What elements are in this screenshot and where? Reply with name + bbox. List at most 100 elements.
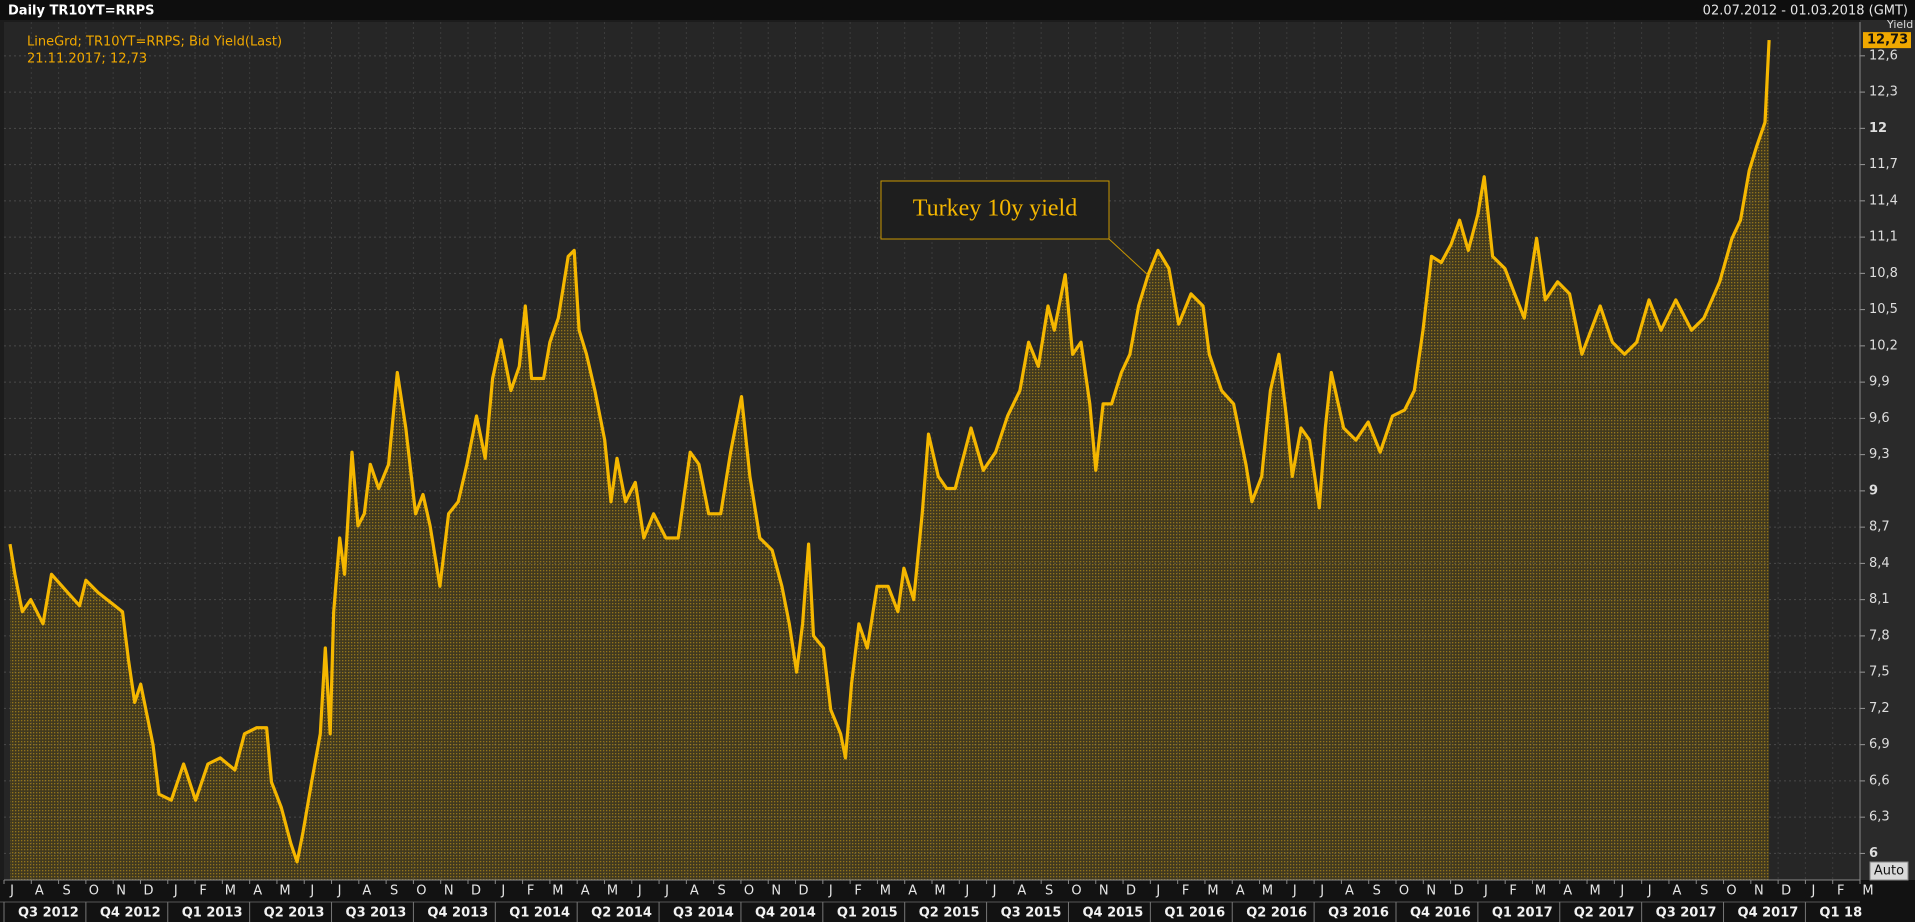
x-tick-label: M: [934, 884, 945, 899]
quarter-label: Q3 2017: [1656, 906, 1717, 921]
x-tick-label: J: [637, 884, 642, 899]
x-tick-label: A: [1345, 884, 1354, 899]
x-tick-label: A: [690, 884, 699, 899]
y-tick-label: 6,3: [1869, 810, 1890, 825]
legend-line: 21.11.2017; 12,73: [27, 52, 147, 67]
y-tick-label: 10,2: [1869, 338, 1898, 353]
x-tick-label: M: [880, 884, 891, 899]
x-tick-label: J: [1619, 884, 1624, 899]
y-tick-label: 6: [1869, 846, 1878, 861]
quarter-label: Q4 2016: [1410, 906, 1471, 921]
y-tick-label: 10,5: [1869, 302, 1898, 317]
y-tick-label: 8,1: [1869, 592, 1890, 607]
y-tick-label: 12: [1869, 121, 1887, 136]
x-tick-label: N: [1099, 884, 1109, 899]
line: [8, 40, 1771, 864]
marks: [8, 40, 1771, 881]
x-tick-label: M: [279, 884, 290, 899]
x-tick-label: A: [1236, 884, 1245, 899]
y-tick-label: 10,8: [1869, 266, 1898, 281]
x-tick-label: O: [1399, 884, 1409, 899]
x-tick-label: F: [199, 884, 206, 899]
x-tick-label: S: [718, 884, 726, 899]
quarter-label: Q4 2017: [1738, 906, 1799, 921]
x-tick-label: M: [225, 884, 236, 899]
y-tick-label: 11,1: [1869, 230, 1898, 245]
x-tick-label: A: [35, 884, 44, 899]
x-tick-label: M: [1862, 884, 1873, 899]
x-tick-label: O: [1071, 884, 1081, 899]
y-tick-label: 8,7: [1869, 520, 1890, 535]
y-tick-label: 9,9: [1869, 375, 1890, 390]
x-tick-label: A: [253, 884, 262, 899]
x-tick-label: M: [1207, 884, 1218, 899]
x-tick-label: J: [1155, 884, 1160, 899]
x-tick-label: J: [1810, 884, 1815, 899]
x-tick-label: D: [471, 884, 481, 899]
x-tick-label: S: [1045, 884, 1053, 899]
current-value-label: 12,73: [1867, 33, 1908, 48]
x-tick-label: J: [337, 884, 342, 899]
x-tick-label: S: [62, 884, 70, 899]
x-tick-label: A: [581, 884, 590, 899]
date-range: 02.07.2012 - 01.03.2018 (GMT): [1703, 4, 1908, 19]
x-tick-label: M: [552, 884, 563, 899]
y-tick-label: 12,3: [1869, 85, 1898, 100]
x-tick-label: J: [173, 884, 178, 899]
y-tick-label: 11,7: [1869, 157, 1898, 172]
x-tick-label: M: [1262, 884, 1273, 899]
x-tick-label: J: [9, 884, 14, 899]
y-tick-label: 7,2: [1869, 701, 1890, 716]
x-tick-label: S: [390, 884, 398, 899]
y-tick-label: 9,6: [1869, 411, 1890, 426]
x-tick-label: A: [1563, 884, 1572, 899]
x-tick-label: A: [908, 884, 917, 899]
quarter-label: Q1 2016: [1164, 906, 1225, 921]
y-tick-label: 9: [1869, 483, 1878, 498]
x-tick-label: J: [992, 884, 997, 899]
x-tick-label: J: [1292, 884, 1297, 899]
x-tick-label: N: [444, 884, 454, 899]
x-tick-label: J: [1647, 884, 1652, 899]
x-tick-label: J: [500, 884, 505, 899]
x-tick-label: N: [1426, 884, 1436, 899]
quarter-label: Q4 2012: [100, 906, 161, 921]
quarter-label: Q1 18: [1819, 906, 1862, 921]
quarter-label: Q3 2016: [1328, 906, 1389, 921]
x-tick-label: F: [527, 884, 534, 899]
auto-button-label[interactable]: Auto: [1874, 864, 1904, 879]
annotation-text: Turkey 10y yield: [913, 196, 1077, 222]
axes: 6 6,3 6,6 6,9 7,2 7,5 7,8 8,1 8,4 8,7 9 9,3 9,6 9,9 10…: [3, 22, 1911, 922]
x-tick-label: S: [1373, 884, 1381, 899]
x-tick-label: A: [362, 884, 371, 899]
x-tick-label: J: [309, 884, 314, 899]
quarter-label: Q3 2015: [1001, 906, 1062, 921]
auto-button[interactable]: [1869, 861, 1909, 881]
title-bar: [0, 0, 1915, 20]
y-tick-label: 11,4: [1869, 193, 1898, 208]
x-tick-label: O: [416, 884, 426, 899]
x-tick-label: F: [1509, 884, 1516, 899]
legend-line: LineGrd; TR10YT=RRPS; Bid Yield(Last): [27, 35, 282, 50]
x-tick-label: D: [1781, 884, 1791, 899]
quarter-label: Q4 2015: [1082, 906, 1143, 921]
annotation-box: [880, 180, 1110, 240]
quarter-label: Q2 2016: [1246, 906, 1307, 921]
x-tick-label: D: [1454, 884, 1464, 899]
x-tick-label: D: [143, 884, 153, 899]
x-tick-label: J: [1319, 884, 1324, 899]
x-tick-label: F: [1182, 884, 1189, 899]
x-tick-label: O: [89, 884, 99, 899]
y-tick-label: 6,6: [1869, 773, 1890, 788]
quarter-label: Q4 2014: [755, 906, 816, 921]
x-tick-label: J: [964, 884, 969, 899]
quarter-label: Q1 2015: [837, 906, 898, 921]
x-tick-label: S: [1700, 884, 1708, 899]
x-tick-label: F: [854, 884, 861, 899]
x-tick-label: J: [664, 884, 669, 899]
current-value-box: [1863, 32, 1911, 49]
x-tick-label: A: [1672, 884, 1681, 899]
x-tick-label: N: [116, 884, 126, 899]
